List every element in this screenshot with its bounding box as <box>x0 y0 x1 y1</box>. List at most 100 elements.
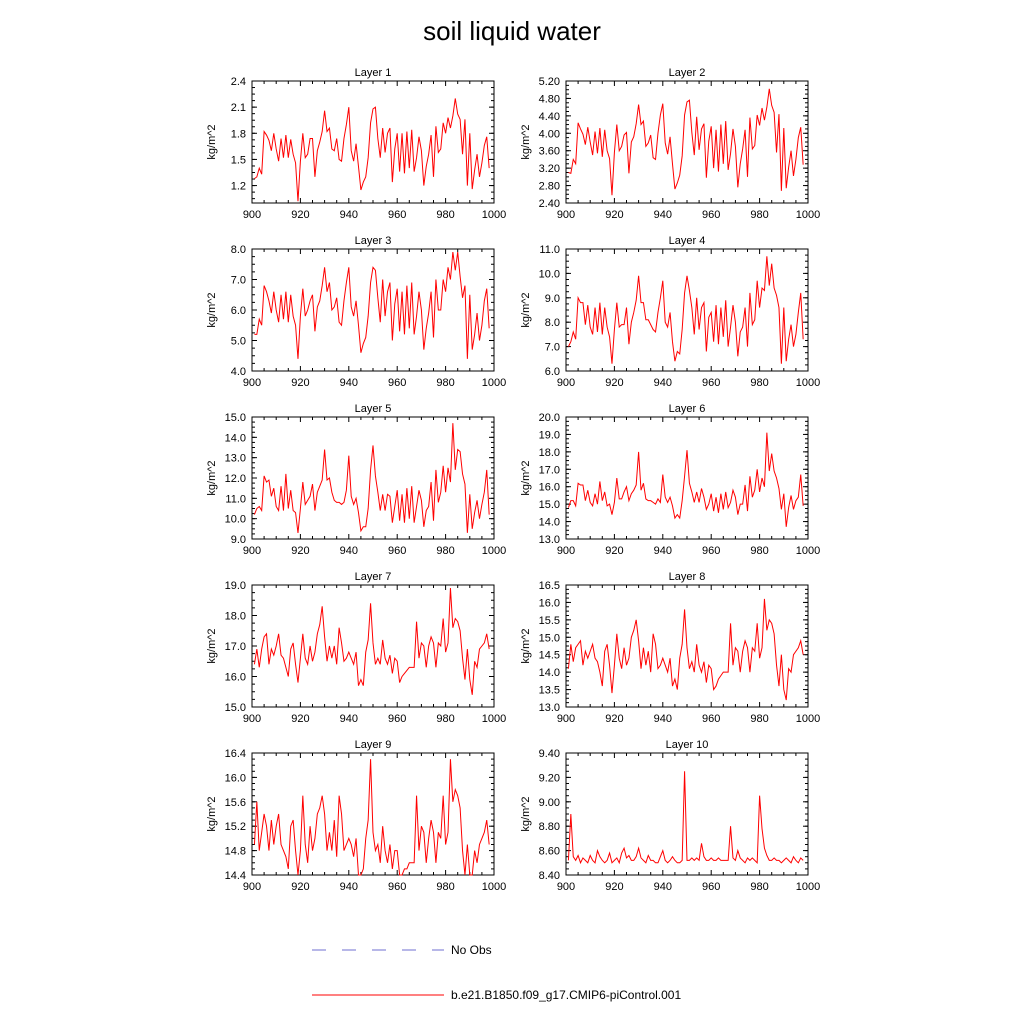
x-tick-label: 1000 <box>796 881 820 893</box>
series-line <box>567 598 804 701</box>
panel-title: Layer 5 <box>355 403 392 415</box>
legend-label-model: b.e21.B1850.f09_g17.CMIP6-piControl.001 <box>451 988 681 1002</box>
y-tick-label: 18.0 <box>539 447 560 459</box>
x-tick-label: 960 <box>388 881 406 893</box>
y-tick-label: 4.80 <box>539 93 560 105</box>
x-tick-label: 940 <box>340 881 358 893</box>
x-tick-label: 960 <box>702 881 720 893</box>
y-tick-label: 14.4 <box>225 870 246 882</box>
y-axis-label: kg/m^2 <box>520 124 532 159</box>
y-tick-label: 9.0 <box>545 293 560 305</box>
y-tick-label: 8.0 <box>231 244 246 256</box>
y-axis-label: kg/m^2 <box>520 796 532 831</box>
panel-title: Layer 3 <box>355 235 392 247</box>
y-tick-label: 7.0 <box>545 342 560 354</box>
panel-title: Layer 8 <box>669 571 706 583</box>
x-tick-label: 980 <box>750 377 768 389</box>
panel-7: Layer 7 kg/m^2 900 920 940 960 980 1000 15.0 16.0… <box>206 571 506 725</box>
x-tick-label: 920 <box>605 713 623 725</box>
y-tick-label: 8.80 <box>539 821 560 833</box>
plot-frame <box>251 752 495 876</box>
panel-title: Layer 6 <box>669 403 706 415</box>
x-tick-label: 1000 <box>796 713 820 725</box>
series-line <box>254 251 490 359</box>
y-tick-label: 16.5 <box>539 580 560 592</box>
series-line <box>567 771 804 865</box>
series-line <box>567 432 804 527</box>
y-tick-label: 2.80 <box>539 181 560 193</box>
y-tick-label: 9.00 <box>539 797 560 809</box>
panel-9: Layer 9 kg/m^2 900 920 940 960 980 1000 14.4 14.8… <box>206 739 506 893</box>
y-tick-label: 6.0 <box>231 305 246 317</box>
x-tick-label: 980 <box>750 881 768 893</box>
x-tick-label: 980 <box>750 209 768 221</box>
y-tick-label: 16.0 <box>225 772 246 784</box>
x-tick-label: 900 <box>243 881 261 893</box>
x-tick-label: 960 <box>388 545 406 557</box>
y-tick-label: 15.0 <box>539 632 560 644</box>
x-tick-label: 960 <box>388 377 406 389</box>
x-tick-label: 900 <box>243 209 261 221</box>
x-tick-label: 1000 <box>796 545 820 557</box>
y-tick-label: 7.0 <box>231 275 246 287</box>
x-tick-label: 920 <box>291 713 309 725</box>
x-tick-label: 960 <box>388 713 406 725</box>
y-axis-label: kg/m^2 <box>206 124 218 159</box>
y-tick-label: 12.0 <box>225 473 246 485</box>
x-tick-label: 960 <box>702 209 720 221</box>
y-axis-label: kg/m^2 <box>206 628 218 663</box>
panel-title: Layer 2 <box>669 67 706 79</box>
plot-frame <box>251 248 495 372</box>
x-tick-label: 960 <box>702 545 720 557</box>
plot-frame <box>251 416 495 540</box>
y-tick-label: 1.2 <box>231 181 246 193</box>
y-tick-label: 16.0 <box>539 597 560 609</box>
y-axis-label: kg/m^2 <box>206 292 218 327</box>
y-tick-label: 1.8 <box>231 128 246 140</box>
legend-label-no-obs: No Obs <box>451 943 492 957</box>
panel-8: Layer 8 kg/m^2 900 920 940 960 980 1000 13.0 13.5… <box>520 571 820 725</box>
series-line <box>253 759 490 876</box>
y-tick-label: 4.0 <box>231 366 246 378</box>
y-tick-label: 15.2 <box>225 821 246 833</box>
x-tick-label: 920 <box>605 545 623 557</box>
x-tick-label: 980 <box>436 545 454 557</box>
legend: No Obs b.e21.B1850.f09_g17.CMIP6-piContr… <box>312 943 681 1002</box>
plot-frame <box>565 80 809 204</box>
panel-4: Layer 4 kg/m^2 900 920 940 960 980 1000 6.0 7.0 8.… <box>520 235 820 389</box>
x-tick-label: 920 <box>605 881 623 893</box>
panel-5: Layer 5 kg/m^2 900 920 940 960 980 1000 9.0 10.0 1… <box>206 403 506 557</box>
panel-title: Layer 1 <box>355 67 392 79</box>
y-tick-label: 15.0 <box>225 702 246 714</box>
x-tick-label: 920 <box>291 209 309 221</box>
x-tick-label: 900 <box>557 209 575 221</box>
y-tick-label: 15.6 <box>225 797 246 809</box>
y-axis-label: kg/m^2 <box>520 292 532 327</box>
y-tick-label: 18.0 <box>225 611 246 623</box>
y-tick-label: 15.0 <box>225 412 246 424</box>
x-tick-label: 900 <box>243 713 261 725</box>
panels: Layer 1 kg/m^2 900 920 940 960 980 1000 1.2 1.5 1.… <box>206 67 820 893</box>
x-tick-label: 980 <box>436 881 454 893</box>
x-tick-label: 980 <box>750 545 768 557</box>
plot-frame <box>251 80 495 204</box>
x-tick-label: 900 <box>557 713 575 725</box>
x-tick-label: 960 <box>702 377 720 389</box>
x-tick-label: 920 <box>605 377 623 389</box>
y-tick-label: 8.60 <box>539 846 560 858</box>
x-tick-label: 900 <box>557 545 575 557</box>
x-tick-label: 940 <box>654 377 672 389</box>
series-line <box>567 256 804 364</box>
x-tick-label: 960 <box>702 713 720 725</box>
y-tick-label: 16.4 <box>225 748 246 760</box>
x-tick-label: 1000 <box>482 881 506 893</box>
plot-frame <box>565 752 809 876</box>
y-tick-label: 5.20 <box>539 76 560 88</box>
y-tick-label: 13.0 <box>539 702 560 714</box>
x-tick-label: 900 <box>557 881 575 893</box>
y-tick-label: 14.0 <box>539 517 560 529</box>
y-tick-label: 13.0 <box>539 534 560 546</box>
y-tick-label: 2.1 <box>231 102 246 114</box>
x-tick-label: 940 <box>654 545 672 557</box>
